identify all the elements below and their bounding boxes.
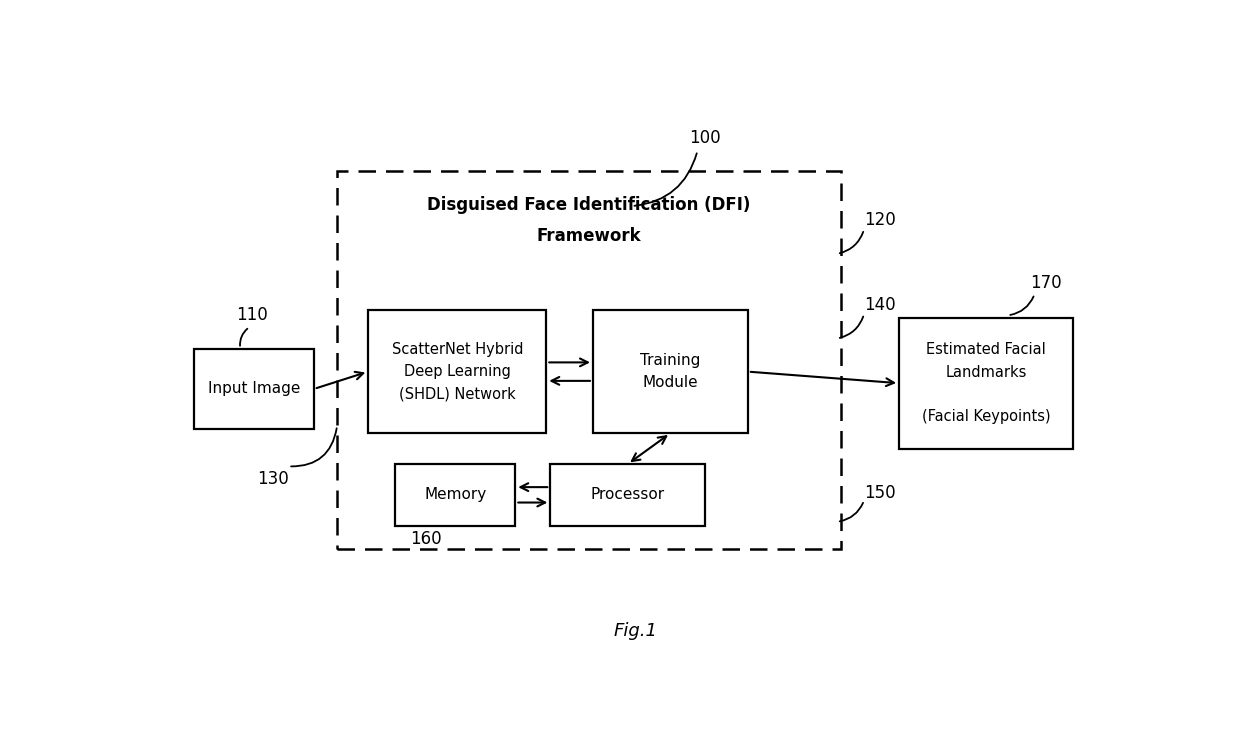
- Text: 130: 130: [257, 470, 289, 488]
- Text: 120: 120: [864, 211, 895, 229]
- Text: 110: 110: [236, 306, 268, 324]
- Text: ScatterNet Hybrid
Deep Learning
(SHDL) Network: ScatterNet Hybrid Deep Learning (SHDL) N…: [392, 342, 523, 401]
- Text: 100: 100: [689, 129, 722, 148]
- FancyBboxPatch shape: [396, 464, 516, 525]
- FancyArrowPatch shape: [1011, 296, 1034, 315]
- FancyArrowPatch shape: [241, 329, 247, 346]
- Text: Input Image: Input Image: [207, 381, 300, 396]
- Text: 140: 140: [864, 295, 895, 314]
- FancyBboxPatch shape: [368, 310, 547, 433]
- FancyBboxPatch shape: [593, 310, 748, 433]
- FancyBboxPatch shape: [551, 464, 706, 525]
- FancyArrowPatch shape: [635, 154, 697, 206]
- Text: 160: 160: [410, 530, 443, 548]
- Text: Estimated Facial
Landmarks

(Facial Keypoints): Estimated Facial Landmarks (Facial Keypo…: [921, 342, 1050, 424]
- FancyBboxPatch shape: [193, 349, 314, 430]
- Text: Framework: Framework: [537, 227, 641, 245]
- FancyArrowPatch shape: [839, 317, 863, 338]
- Text: Training
Module: Training Module: [640, 353, 701, 390]
- Text: Memory: Memory: [424, 487, 486, 502]
- FancyBboxPatch shape: [899, 318, 1074, 449]
- Text: Processor: Processor: [590, 487, 665, 502]
- Text: 170: 170: [1030, 274, 1063, 292]
- FancyArrowPatch shape: [839, 503, 863, 522]
- Text: Fig.1: Fig.1: [614, 622, 657, 640]
- Text: Disguised Face Identification (DFI): Disguised Face Identification (DFI): [428, 197, 750, 214]
- Text: 150: 150: [864, 484, 895, 502]
- FancyArrowPatch shape: [291, 428, 337, 467]
- FancyArrowPatch shape: [839, 232, 863, 253]
